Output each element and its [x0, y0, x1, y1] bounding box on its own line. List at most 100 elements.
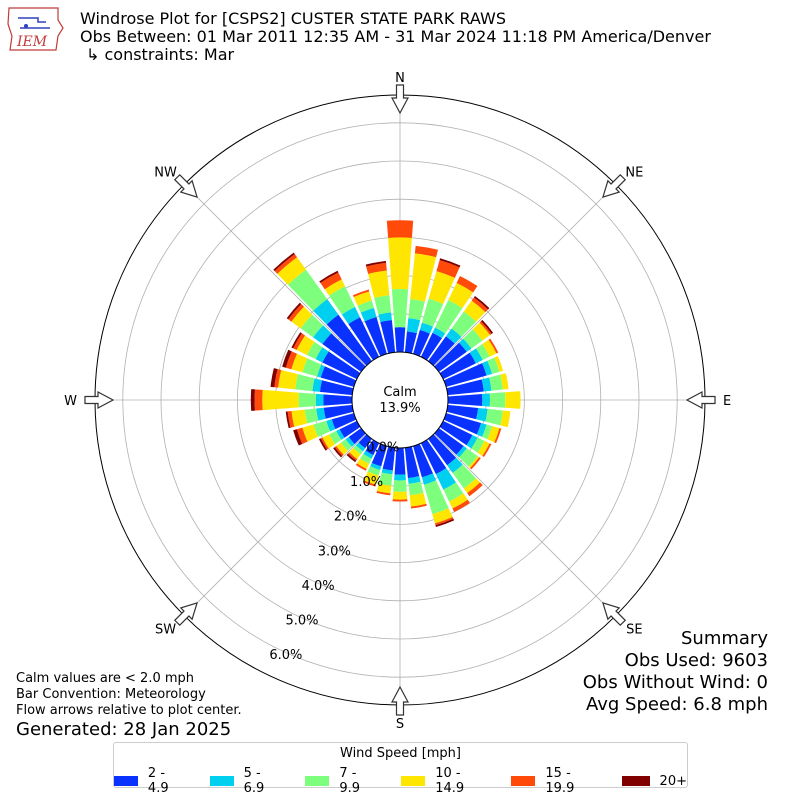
flow-arrows-note: Flow arrows relative to plot center. [16, 703, 242, 718]
bar-segment [298, 392, 316, 408]
bar-segment [439, 258, 461, 268]
legend-label: 7 - 9.9 [339, 766, 361, 796]
flow-arrow-w [84, 391, 115, 409]
bar-segment [393, 480, 407, 492]
bar-segment [363, 480, 377, 487]
bar-segment [329, 430, 342, 445]
bar-segment [434, 516, 454, 526]
bar-segment [358, 434, 372, 449]
bar-segment [480, 319, 494, 334]
bar-segment [349, 448, 361, 460]
bar-segment [435, 518, 455, 528]
bar-segment [407, 476, 421, 484]
bar-segment [394, 447, 406, 475]
bar-segment [439, 352, 476, 380]
bar-segment [382, 446, 396, 471]
bar-segment [371, 443, 387, 467]
compass-label-e: E [723, 394, 731, 409]
compass-label-n: N [395, 71, 405, 86]
legend-item: 10 - 14.9 [401, 766, 485, 796]
bar-segment [273, 252, 295, 272]
bar-segment [357, 300, 374, 313]
bar-segment [410, 253, 437, 302]
legend-items: 2 - 4.9 5 - 6.9 7 - 9.9 10 - 14.9 15 - 19.9 2… [114, 766, 687, 796]
bar-segment [413, 329, 430, 357]
bar-segment [482, 393, 491, 407]
bar-segment [469, 348, 483, 364]
bar-segment [293, 429, 303, 446]
bar-segment [334, 445, 344, 457]
bar-segment [439, 420, 473, 446]
generated-date: Generated: 28 Jan 2025 [16, 719, 232, 740]
bar-segment [296, 427, 308, 444]
compass-label-s: S [396, 717, 404, 732]
bar-segment [285, 411, 291, 429]
legend-label: 20+ [659, 773, 687, 789]
bar-segment [434, 428, 464, 455]
bar-segment [487, 357, 500, 374]
flow-arrow-n [391, 84, 409, 115]
bar-segment [254, 389, 263, 411]
angular-gridline [184, 433, 367, 616]
bar-segment [392, 499, 408, 502]
bar-segment [376, 483, 392, 494]
compass-label-se: SE [626, 622, 642, 637]
angular-gridline [433, 433, 616, 616]
bar-segment [423, 480, 449, 515]
bar-segment [347, 452, 358, 461]
bar-segment [443, 413, 482, 435]
bar-segment [413, 443, 433, 478]
bar-segment [421, 473, 437, 485]
bar-segment [286, 302, 302, 320]
flow-arrow-s [391, 685, 409, 716]
bar-segment [355, 463, 367, 471]
legend-swatch [305, 776, 330, 786]
bar-segment [459, 448, 478, 467]
bar-segment [408, 481, 424, 496]
legend-item: 7 - 9.9 [305, 766, 375, 796]
bar-segment [324, 279, 346, 296]
bar-segment [449, 493, 468, 509]
flow-arrow-sw [173, 602, 198, 627]
summary-heading: Summary [681, 628, 768, 649]
bar-segment [443, 363, 487, 387]
calm-note: Calm values are < 2.0 mph [16, 671, 195, 686]
bar-segment [414, 245, 439, 258]
legend: Wind Speed [mph] 2 - 4.9 5 - 6.9 7 - 9.9 10… [113, 742, 688, 796]
bar-segment [381, 468, 393, 475]
bar-segment [479, 321, 492, 336]
bar-segment [333, 447, 343, 458]
bar-segment [463, 300, 486, 322]
bar-segment [386, 220, 414, 238]
bar-segment [485, 408, 503, 426]
bar-segment [476, 344, 490, 360]
bar-segment [419, 322, 433, 334]
bar-segment [500, 373, 509, 390]
bar-segment [420, 439, 447, 475]
bar-segment [346, 453, 357, 463]
bar-segment [353, 291, 372, 306]
bar-segment [494, 356, 504, 372]
chart-title: Windrose Plot for [CSPS2] CUSTER STATE P… [80, 9, 506, 28]
bar-segment [323, 394, 353, 406]
bar-segment [304, 408, 319, 424]
radial-tick-label: 2.0% [334, 510, 367, 525]
angular-gridline [184, 184, 367, 367]
bar-segment [494, 428, 502, 444]
bar-segment [476, 422, 487, 437]
bar-segment [320, 272, 342, 290]
bar-segment [365, 439, 380, 456]
calm-label: Calm [383, 385, 416, 400]
bar-segment [481, 377, 492, 392]
bar-segment [306, 341, 323, 360]
bar-segment [452, 499, 470, 512]
bar-segment [360, 453, 372, 464]
bar-segment [452, 464, 477, 489]
bar-segment [317, 364, 325, 378]
bar-segment [472, 322, 491, 341]
bar-segment [319, 380, 354, 396]
bar-segment [250, 389, 255, 411]
bar-segment [428, 271, 455, 304]
angular-gridline [433, 184, 616, 367]
